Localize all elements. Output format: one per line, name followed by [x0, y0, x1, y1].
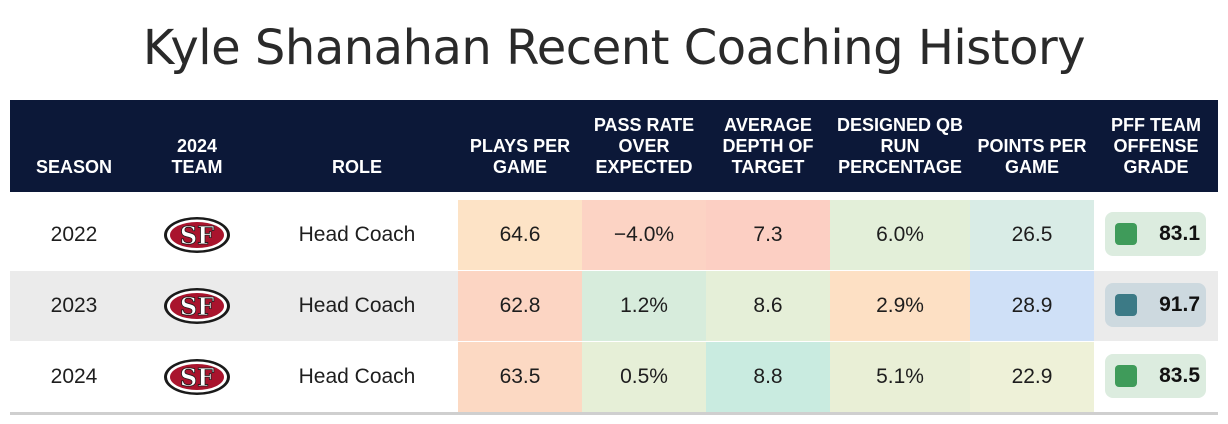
- role-cell: Head Coach: [298, 294, 416, 317]
- team-cell: SF: [138, 271, 256, 341]
- pass-rate-over-expected-cell: −4.0%: [582, 200, 706, 270]
- team-cell: SF: [138, 342, 256, 412]
- svg-text:SF: SF: [180, 363, 214, 392]
- pff-grade-badge: 83.5: [1105, 354, 1206, 398]
- header-pff-team-offense-grade: PFF TEAM OFFENSE GRADE: [1111, 115, 1201, 177]
- average-depth-of-target-cell: 8.8: [706, 342, 830, 412]
- pff-grade-value: 83.5: [1159, 364, 1200, 387]
- header-average-depth-of-target: AVERAGE DEPTH OF TARGET: [722, 115, 814, 177]
- header-season: SEASON: [35, 157, 113, 177]
- header-plays-per-game: PLAYS PER GAME: [469, 136, 571, 177]
- header-pass-rate-over-expected: PASS RATE OVER EXPECTED: [593, 115, 695, 177]
- table-row: 2023 SF Head Coach 62.8 1.2% 8.6 2.9% 28…: [10, 271, 1218, 341]
- grade-color-swatch: [1115, 365, 1137, 387]
- season-cell: 2023: [50, 294, 98, 317]
- points-per-game-cell: 28.9: [970, 271, 1094, 341]
- 49ers-logo-icon: SF: [164, 288, 230, 324]
- pff-grade-value: 83.1: [1159, 222, 1200, 245]
- role-cell: Head Coach: [298, 223, 416, 246]
- role-cell: Head Coach: [298, 365, 416, 388]
- points-per-game-cell: 26.5: [970, 200, 1094, 270]
- plays-per-game-cell: 63.5: [458, 342, 582, 412]
- pass-rate-over-expected-cell: 0.5%: [582, 342, 706, 412]
- 49ers-logo-icon: SF: [164, 217, 230, 253]
- 49ers-logo-icon: SF: [164, 359, 230, 395]
- grade-color-swatch: [1115, 294, 1137, 316]
- plays-per-game-cell: 64.6: [458, 200, 582, 270]
- team-cell: SF: [138, 200, 256, 270]
- average-depth-of-target-cell: 8.6: [706, 271, 830, 341]
- designed-qb-run-cell: 6.0%: [830, 200, 970, 270]
- table-bottom-border: [10, 412, 1218, 415]
- season-cell: 2024: [50, 365, 98, 388]
- season-cell: 2022: [50, 223, 98, 246]
- pff-grade-badge: 91.7: [1105, 283, 1206, 327]
- svg-text:SF: SF: [180, 292, 214, 321]
- pff-grade-badge: 83.1: [1105, 212, 1206, 256]
- header-designed-qb-run-percentage: DESIGNED QB RUN PERCENTAGE: [836, 115, 964, 177]
- svg-text:SF: SF: [180, 221, 214, 250]
- designed-qb-run-cell: 5.1%: [830, 342, 970, 412]
- header-team: 2024 TEAM: [171, 136, 223, 177]
- table-header: SEASON 2024 TEAM ROLE PLAYS PER GAME PAS…: [10, 100, 1218, 192]
- table-row: 2022 SF Head Coach 64.6 −4.0% 7.3 6.0% 2…: [10, 200, 1218, 270]
- plays-per-game-cell: 62.8: [458, 271, 582, 341]
- page-title: Kyle Shanahan Recent Coaching History: [142, 20, 1086, 76]
- header-points-per-game: POINTS PER GAME: [977, 136, 1087, 177]
- grade-color-swatch: [1115, 223, 1137, 245]
- average-depth-of-target-cell: 7.3: [706, 200, 830, 270]
- header-role: ROLE: [331, 157, 382, 177]
- pff-grade-value: 91.7: [1159, 293, 1200, 316]
- pass-rate-over-expected-cell: 1.2%: [582, 271, 706, 341]
- designed-qb-run-cell: 2.9%: [830, 271, 970, 341]
- points-per-game-cell: 22.9: [970, 342, 1094, 412]
- table-row: 2024 SF Head Coach 63.5 0.5% 8.8 5.1% 22…: [10, 342, 1218, 412]
